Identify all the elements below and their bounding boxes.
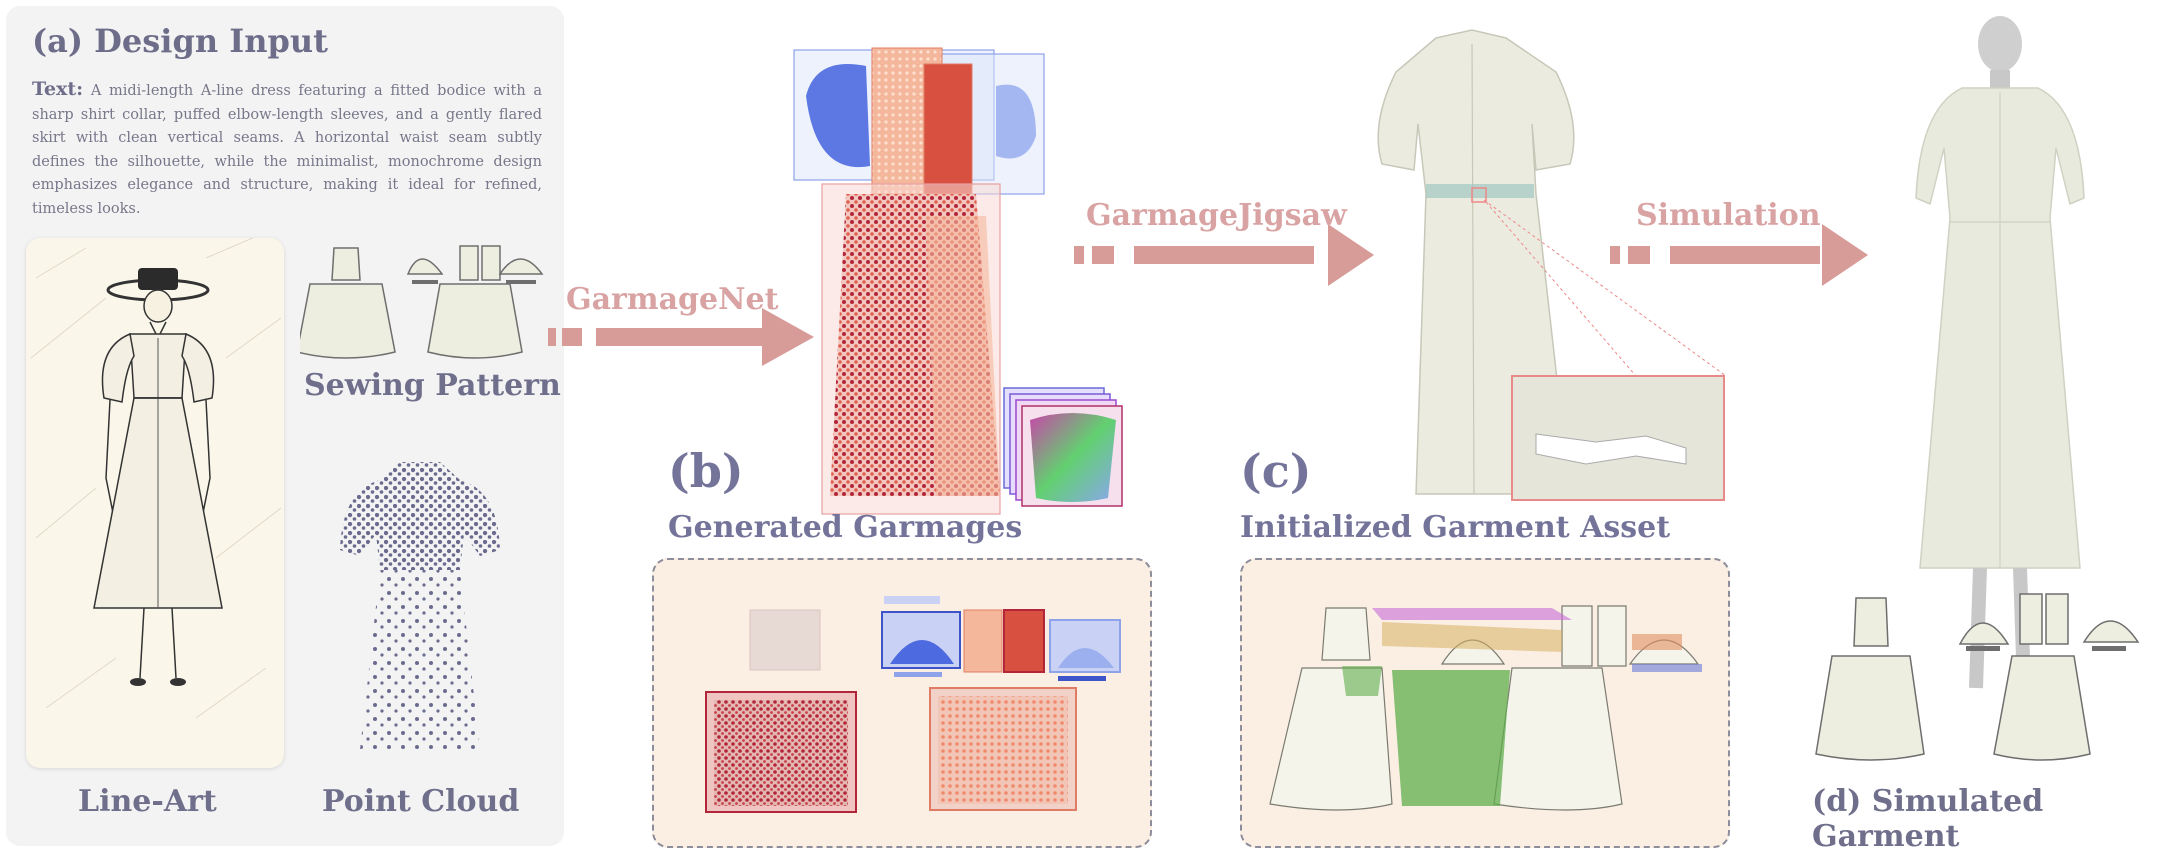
- text-prompt-body: A midi-length A-line dress featuring a f…: [32, 83, 543, 217]
- garmage-pieces: [705, 596, 1121, 813]
- generated-garmages-3d: [793, 47, 1123, 515]
- garmagenet-label: GarmageNet: [566, 282, 779, 317]
- simulation-arrow: [1610, 224, 1868, 286]
- line-art-card: [26, 227, 284, 768]
- line-art-label: Line-Art: [78, 784, 217, 819]
- sewing-pattern-pieces: [300, 245, 544, 359]
- stitched-pattern-box: [1240, 558, 1730, 848]
- text-label: Text:: [32, 78, 84, 100]
- garmage-pieces-box: [652, 558, 1152, 848]
- garmagejigsaw-arrow: [1074, 224, 1374, 286]
- stitched-pattern: [1269, 605, 1702, 811]
- initialized-garment-3d: [1377, 29, 1727, 501]
- panel-c-letter: (c): [1240, 444, 1312, 498]
- panel-b-title: Generated Garmages: [668, 510, 1023, 545]
- panel-d-title: (d) Simulated Garment: [1812, 784, 2044, 854]
- simulated-pattern-pieces: [1815, 593, 2140, 761]
- garmagejigsaw-label: GarmageJigsaw: [1086, 198, 1347, 233]
- sewing-pattern-label: Sewing Pattern: [304, 368, 561, 403]
- garmagenet-arrow: [548, 308, 814, 366]
- text-prompt: Text: A midi-length A-line dress featuri…: [32, 78, 542, 221]
- line-art-sketch: [30, 227, 282, 719]
- point-cloud-label: Point Cloud: [322, 784, 520, 819]
- simulation-label: Simulation: [1636, 198, 1821, 233]
- panel-c-title: Initialized Garment Asset: [1240, 510, 1671, 545]
- design-input-title: (a) Design Input: [32, 22, 328, 60]
- panel-b-letter: (b): [668, 444, 744, 498]
- point-cloud-figure: [340, 462, 500, 750]
